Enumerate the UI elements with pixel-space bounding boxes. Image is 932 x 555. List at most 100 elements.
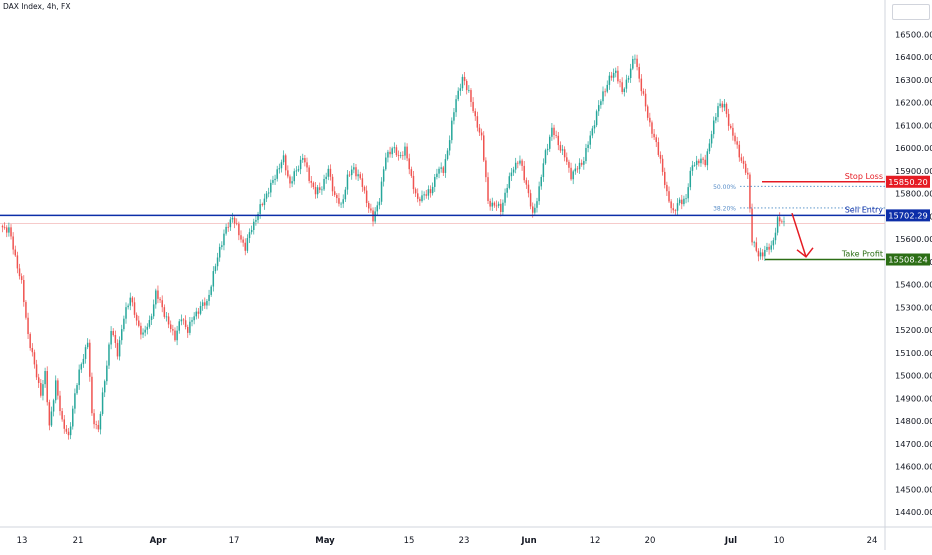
candle-body (485, 160, 487, 178)
candle-body (774, 232, 777, 241)
candle-body (761, 252, 764, 257)
candle-body (31, 347, 34, 353)
candle-body (265, 193, 268, 199)
fib-level-label: 50.00% (713, 184, 736, 191)
candle-body (199, 305, 202, 314)
candle-body (229, 219, 232, 228)
candle-body (150, 316, 153, 320)
candle-body (50, 411, 53, 426)
price-tick-label: 16400.00 (895, 52, 932, 62)
candle-body (304, 158, 306, 163)
candle-body (331, 176, 334, 192)
candle-body (595, 111, 598, 126)
price-tick-label: 14700.00 (895, 439, 932, 449)
candle-body (781, 221, 783, 223)
price-tick-label: 15900.00 (895, 166, 932, 176)
candle-body (12, 236, 14, 250)
candle-body (72, 408, 74, 427)
candle-body (319, 187, 321, 190)
projection-arrow-head (796, 247, 814, 258)
candle-body (225, 226, 227, 234)
candle-body (589, 135, 591, 145)
candle-body (370, 208, 372, 211)
candle-body (20, 276, 23, 280)
price-tick-label: 14600.00 (895, 462, 932, 472)
candle-body (327, 168, 330, 177)
candle-body (512, 169, 515, 173)
candle-body (216, 257, 219, 267)
candle-body (476, 116, 479, 128)
candle-body (16, 255, 19, 269)
candle-body (489, 200, 491, 207)
candle-body (152, 304, 155, 317)
candle-body (276, 169, 278, 179)
candle-body (442, 167, 445, 173)
candle-body (570, 167, 572, 180)
candle-body (238, 223, 240, 236)
candle-body (103, 381, 106, 393)
candle-body (431, 186, 434, 194)
candle-body (506, 187, 508, 193)
candle-body (446, 150, 449, 160)
candle-body (625, 79, 628, 89)
candle-body (44, 371, 46, 385)
candle-body (593, 125, 596, 129)
candle-body (517, 162, 519, 164)
candle-body (608, 75, 611, 85)
candle-body (483, 135, 485, 161)
candle-body (653, 133, 655, 138)
candle-body (144, 329, 146, 333)
candle-body (612, 72, 615, 78)
candle-body (289, 176, 291, 184)
candle-body (306, 162, 308, 168)
candle-body (397, 155, 400, 156)
candle-body (538, 186, 540, 202)
candle-body (500, 203, 502, 212)
candle-body (495, 205, 498, 207)
candle-body (308, 167, 310, 181)
candle-body (321, 189, 323, 191)
candle-body (169, 324, 172, 330)
candle-body (402, 155, 404, 157)
candle-body (632, 59, 634, 69)
price-tick-label: 14500.00 (895, 484, 932, 494)
candle-body (138, 320, 140, 326)
candle-body (110, 331, 112, 345)
price-tag-label: 15702.29 (888, 210, 928, 220)
price-tag (886, 253, 930, 266)
candle-body (585, 147, 587, 162)
candle-body (112, 331, 114, 336)
symbol-title: DAX Index, 4h, FX (3, 2, 71, 11)
candle-body (702, 158, 704, 160)
candle-body (414, 189, 417, 194)
candle-body (329, 168, 332, 177)
take-profit-label: Take Profit (841, 250, 883, 259)
candle-body (89, 342, 91, 377)
candle-body (738, 144, 741, 158)
price-tick-label: 16000.00 (895, 143, 932, 153)
candle-body (734, 135, 736, 142)
candle-body (651, 122, 653, 134)
candle-body (578, 162, 581, 170)
candle-body (683, 198, 685, 205)
candle-body (255, 220, 257, 222)
candle-body (744, 163, 747, 173)
candle-body (133, 302, 136, 315)
candle-body (108, 344, 110, 366)
chart-menu-button[interactable] (892, 4, 930, 20)
price-tag-label: 15850.20 (888, 177, 928, 187)
candle-body (223, 233, 225, 246)
candle-body (393, 147, 396, 149)
candle-body (312, 182, 315, 187)
candle-body (37, 377, 40, 383)
candle-body (6, 227, 8, 233)
sell-entry-label: Sell Entry (845, 205, 884, 214)
price-tick-label: 16500.00 (895, 30, 932, 40)
candle-body (135, 314, 138, 321)
candle-body (54, 380, 57, 401)
price-tick-label: 15400.00 (895, 280, 932, 290)
candle-body (67, 431, 70, 436)
candle-body (604, 91, 606, 93)
